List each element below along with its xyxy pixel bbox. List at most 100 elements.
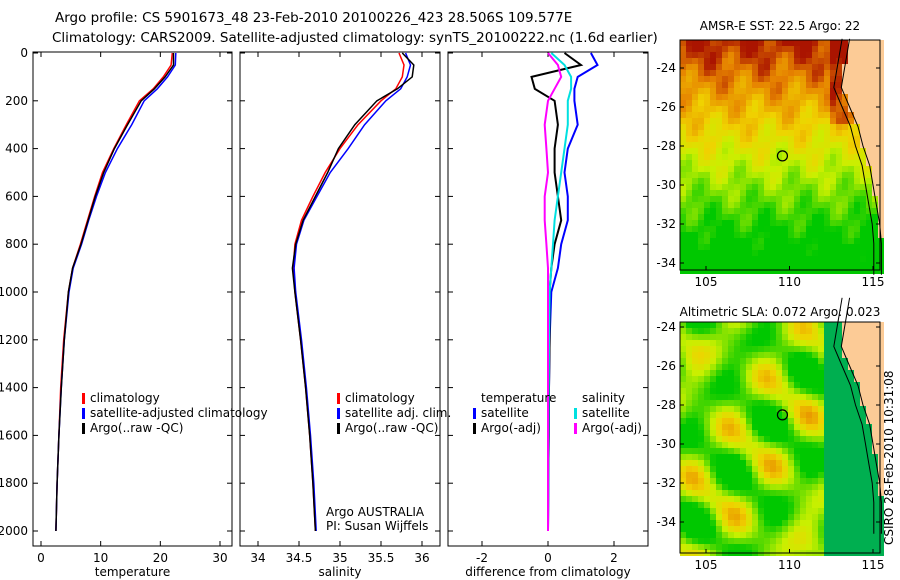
- map-cell: [878, 538, 884, 544]
- map-cell: [734, 268, 740, 274]
- series-line-temperature-satellite: [547, 52, 599, 532]
- map-cell: [866, 406, 872, 412]
- map-cell: [818, 472, 824, 478]
- map-cell: [854, 400, 860, 406]
- map-cell: [824, 190, 830, 196]
- map-cell: [740, 58, 746, 64]
- map-cell: [722, 484, 728, 490]
- map-cell: [812, 502, 818, 508]
- map-cell: [722, 106, 728, 112]
- map-cell: [782, 154, 788, 160]
- map-cell: [872, 160, 878, 166]
- map-cell: [770, 46, 776, 52]
- map-cell: [782, 88, 788, 94]
- map-cell: [788, 226, 794, 232]
- map-cell: [728, 76, 734, 82]
- map-cell: [734, 220, 740, 226]
- map-cell: [686, 424, 692, 430]
- map-cell: [740, 352, 746, 358]
- map-cell: [848, 478, 854, 484]
- map-cell: [752, 526, 758, 532]
- map-cell: [680, 238, 686, 244]
- map-cell: [686, 52, 692, 58]
- temperature-panel: [32, 51, 233, 547]
- map-cell: [836, 142, 842, 148]
- map-cell: [722, 370, 728, 376]
- map-cell: [878, 328, 884, 334]
- map-cell: [716, 442, 722, 448]
- map-cell: [728, 52, 734, 58]
- map-cell: [872, 418, 878, 424]
- map-cell: [806, 208, 812, 214]
- map-cell: [740, 172, 746, 178]
- map-cell: [692, 340, 698, 346]
- map-cell: [830, 256, 836, 262]
- map-cell: [770, 40, 776, 46]
- map-cell: [782, 352, 788, 358]
- map-cell: [818, 70, 824, 76]
- map-cell: [788, 538, 794, 544]
- map-cell: [770, 466, 776, 472]
- map-cell: [794, 424, 800, 430]
- map-cell: [812, 508, 818, 514]
- map-cell: [686, 502, 692, 508]
- map-cell: [680, 118, 686, 124]
- map-cell: [818, 514, 824, 520]
- map-cell: [740, 406, 746, 412]
- map-cell: [680, 262, 686, 268]
- map-cell: [788, 238, 794, 244]
- map-cell: [794, 82, 800, 88]
- map-cell: [860, 454, 866, 460]
- map-cell: [866, 370, 872, 376]
- map-cell: [710, 64, 716, 70]
- map-cell: [854, 118, 860, 124]
- map-cell: [788, 412, 794, 418]
- map-cell: [776, 496, 782, 502]
- map-cell: [716, 370, 722, 376]
- map-cell: [716, 538, 722, 544]
- map-cell: [878, 100, 884, 106]
- map-cell: [800, 346, 806, 352]
- map-cell: [842, 502, 848, 508]
- map-cell: [752, 268, 758, 274]
- map-cell: [704, 538, 710, 544]
- map-cell: [686, 508, 692, 514]
- map-cell: [758, 46, 764, 52]
- map-cell: [752, 472, 758, 478]
- map-cell: [782, 232, 788, 238]
- map-cell: [872, 346, 878, 352]
- map-cell: [782, 118, 788, 124]
- map-cell: [716, 214, 722, 220]
- map-cell: [776, 100, 782, 106]
- series-line-temperature-argo-adj-: [530, 52, 584, 532]
- y-tick-label: -24: [656, 61, 676, 75]
- map-cell: [758, 472, 764, 478]
- map-cell: [782, 370, 788, 376]
- map-cell: [806, 214, 812, 220]
- map-cell: [872, 232, 878, 238]
- map-cell: [710, 250, 716, 256]
- map-cell: [788, 520, 794, 526]
- map-cell: [866, 424, 872, 430]
- map-cell: [830, 484, 836, 490]
- x-axis-label: temperature: [95, 565, 170, 579]
- map-cell: [866, 100, 872, 106]
- map-cell: [764, 394, 770, 400]
- map-cell: [776, 154, 782, 160]
- map-cell: [764, 124, 770, 130]
- map-cell: [740, 448, 746, 454]
- map-cell: [794, 88, 800, 94]
- map-cell: [692, 418, 698, 424]
- map-cell: [704, 64, 710, 70]
- map-cell: [878, 394, 884, 400]
- map-cell: [746, 88, 752, 94]
- y-tick-label: 400: [5, 142, 28, 156]
- map-cell: [848, 202, 854, 208]
- map-cell: [848, 154, 854, 160]
- map-cell: [698, 406, 704, 412]
- map-cell: [842, 172, 848, 178]
- x-tick-label: 110: [778, 558, 801, 572]
- map-cell: [878, 550, 884, 556]
- map-cell: [848, 268, 854, 274]
- map-cell: [842, 454, 848, 460]
